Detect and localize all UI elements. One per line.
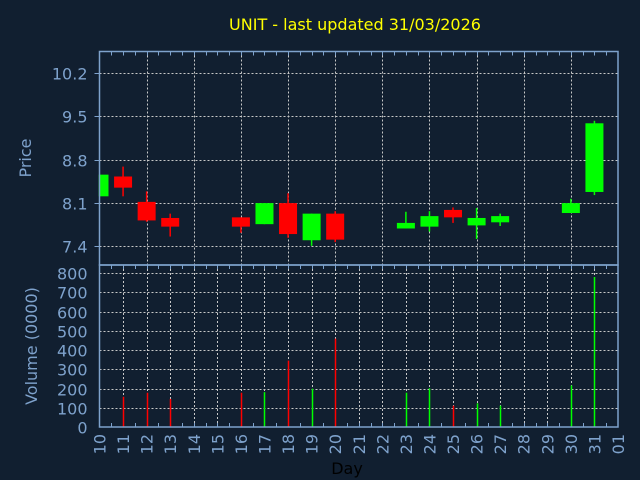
volume-axis-title: Volume (0000) [22,287,41,405]
candle-body [279,203,298,235]
volume-tick-label: 100 [57,400,88,419]
volume-tick-label: 300 [57,361,88,380]
volume-tick-label: 500 [57,323,88,342]
candle-body [561,203,580,214]
price-plot-frame [98,50,619,266]
price-tick-label: 7.4 [62,238,87,257]
day-tick-label: 24 [420,434,439,454]
price-panel: 10.2 9.5 8.8 8.1 7.4 [52,50,619,266]
day-tick-label: 13 [161,434,180,454]
day-tick-label: 26 [468,434,487,454]
day-tick-label: 29 [538,434,557,454]
day-tick-label: 17 [255,434,274,454]
volume-tick-label: 0 [77,419,87,438]
day-tick-label: 19 [303,434,322,454]
day-tick-label: 01 [609,434,628,454]
volume-plot-frame [98,264,619,428]
volume-tick-label: 200 [57,381,88,400]
candle-body [326,213,345,240]
candle-body [137,201,156,221]
price-tick-label: 10.2 [52,65,88,84]
volume-tick-label: 400 [57,342,88,361]
candle-body [161,217,180,227]
x-axis-title: Day [331,459,363,478]
day-tick-label: 22 [373,434,392,454]
volume-tick-label: 800 [57,265,88,284]
day-tick-label: 10 [91,434,110,454]
price-axis-title: Price [16,138,35,177]
day-tick-label: 30 [562,434,581,454]
price-tick-label: 8.1 [62,195,87,214]
price-tick-label: 8.8 [62,152,87,171]
price-tick-label: 9.5 [62,108,87,127]
candle-body [231,217,250,227]
candle-body [467,217,486,226]
candle-body [302,213,321,241]
day-tick-label: 23 [397,434,416,454]
day-tick-label: 25 [444,434,463,454]
candle-body [444,209,463,218]
candle-body [114,176,133,188]
chart-title: UNIT - last updated 31/03/2026 [229,15,481,34]
day-tick-label: 20 [326,434,345,454]
volume-tick-label: 700 [57,284,88,303]
candle-body [255,203,274,225]
day-tick-label: 11 [114,434,133,454]
volume-tick-label: 600 [57,304,88,323]
day-tick-label: 18 [279,434,298,454]
day-tick-label: 15 [208,434,227,454]
day-tick-label: 21 [350,434,369,454]
candle-body [420,216,439,227]
day-tick-label: 27 [491,434,510,454]
day-tick-label: 28 [515,434,534,454]
day-tick-label: 14 [185,434,204,454]
candle-body [396,222,415,229]
candle-body [491,216,510,223]
candle-body [99,174,109,197]
day-tick-label: 12 [138,434,157,454]
day-tick-label: 16 [232,434,251,454]
day-tick-label: 31 [585,434,604,454]
candle-body [585,123,604,192]
